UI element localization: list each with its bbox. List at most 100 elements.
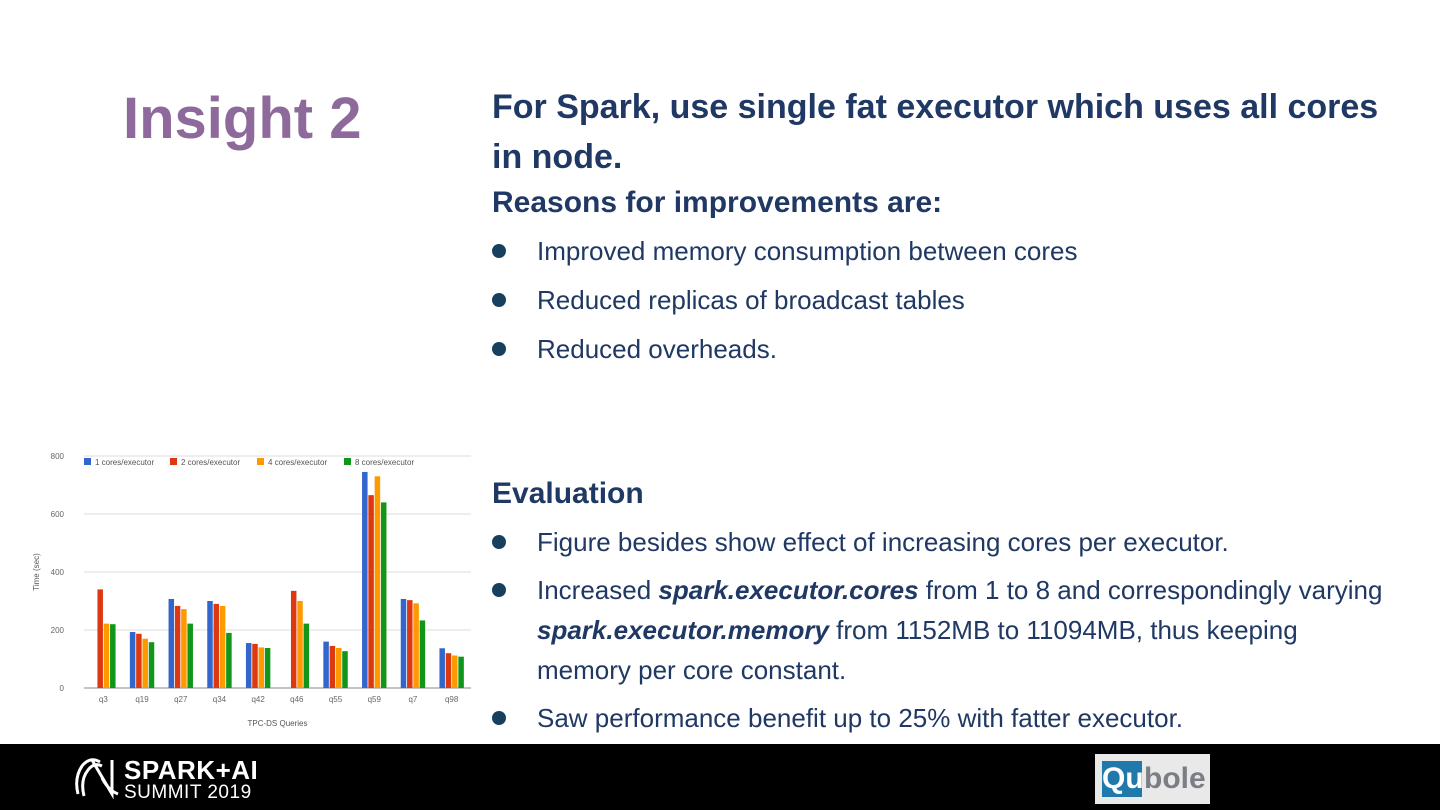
bar (136, 633, 142, 688)
bar (413, 603, 419, 688)
bar (148, 642, 155, 688)
evaluation-text: Saw performance benefit up to 25% with f… (537, 703, 1184, 733)
bar (362, 471, 368, 688)
reason-text: Improved memory consumption between core… (537, 236, 1078, 266)
bar (226, 632, 232, 688)
spark-ai-summit-logo: SPARK+AI SUMMIT 2019 (72, 754, 272, 803)
reasons-heading: Reasons for improvements are: (492, 186, 943, 219)
bar (407, 600, 413, 688)
bar (129, 632, 136, 688)
bar (290, 590, 297, 688)
y-tick-label: 800 (51, 452, 65, 461)
x-tick-label: q55 (329, 695, 343, 704)
legend-swatch (344, 458, 351, 465)
bar (303, 623, 310, 688)
y-axis-label: Time (sec) (32, 553, 41, 591)
config-cores-name: spark.executor.cores (658, 575, 919, 605)
legend-label: 8 cores/executor (355, 458, 414, 467)
legend-swatch (257, 458, 264, 465)
event-year: SUMMIT 2019 (124, 782, 252, 803)
bullet-dot-icon (492, 711, 506, 725)
legend-label: 2 cores/executor (181, 458, 240, 467)
bar (97, 589, 103, 688)
evaluation-item: Saw performance benefit up to 25% with f… (492, 698, 1392, 738)
evaluation-item: Figure besides show effect of increasing… (492, 522, 1392, 562)
bar (297, 601, 303, 688)
bullet-dot-icon (492, 342, 506, 356)
x-tick-label: q42 (251, 695, 265, 704)
qubole-logo: Qu bole (1095, 754, 1210, 804)
evaluation-text: Figure besides show effect of increasing… (537, 527, 1229, 557)
bullet-dot-icon (492, 244, 506, 258)
legend-swatch (170, 458, 177, 465)
bar (245, 643, 252, 688)
y-tick-label: 0 (60, 684, 65, 693)
bar (219, 605, 226, 688)
x-tick-label: q3 (99, 695, 108, 704)
legend-label: 4 cores/executor (268, 458, 327, 467)
qubole-logo-qu: Qu (1102, 761, 1144, 797)
x-tick-label: q19 (135, 695, 149, 704)
x-tick-label: q46 (290, 695, 304, 704)
reason-item: Reduced overheads. (492, 333, 1392, 365)
bar (400, 598, 407, 688)
bullet-dot-icon (492, 583, 506, 597)
headline: For Spark, use single fat executor which… (492, 88, 1379, 176)
bar (445, 653, 452, 688)
cores-per-executor-chart: 0 200 400 600 800 Time (sec) q3 q19 q27 q34 q42 q46… (28, 446, 478, 736)
evaluation-text-part: Increased (537, 575, 659, 605)
config-memory-name: spark.executor.memory (537, 615, 829, 645)
legend-label: 1 cores/executor (95, 458, 154, 467)
bar (329, 645, 336, 688)
bar (439, 648, 445, 688)
bullet-dot-icon (492, 535, 506, 549)
x-tick-label: q34 (213, 695, 227, 704)
reason-text: Reduced overheads. (537, 334, 777, 364)
x-tick-label: q27 (174, 695, 188, 704)
x-tick-label: q98 (445, 695, 459, 704)
bar (264, 647, 271, 688)
bar (419, 620, 426, 688)
bar (252, 643, 258, 688)
reasons-list: Improved memory consumption between core… (492, 235, 1392, 382)
reason-item: Improved memory consumption between core… (492, 235, 1392, 267)
legend-swatch (84, 458, 91, 465)
evaluation-item: Increased spark.executor.cores from 1 to… (492, 570, 1392, 690)
bar (181, 609, 187, 688)
reason-text: Reduced replicas of broadcast tables (537, 285, 965, 315)
bar (258, 647, 265, 688)
y-tick-label: 600 (51, 510, 65, 519)
y-tick-label: 400 (51, 568, 65, 577)
evaluation-text-part: from 1 to 8 and correspondingly varying (918, 575, 1383, 605)
reason-item: Reduced replicas of broadcast tables (492, 284, 1392, 316)
bar (103, 623, 110, 688)
bar (452, 655, 458, 688)
bar (213, 603, 220, 688)
bar (323, 641, 329, 688)
evaluation-heading: Evaluation (492, 477, 644, 510)
bar (174, 605, 181, 688)
x-axis-label: TPC-DS Queries (247, 719, 307, 728)
bar (335, 647, 342, 688)
spark-ai-mark-icon (75, 758, 119, 800)
bar (168, 598, 175, 688)
evaluation-text-part: from 1152MB to 11094MB, thus keeping mem… (537, 615, 1298, 685)
qubole-logo-rest: bole (1144, 762, 1206, 795)
bar (342, 651, 348, 688)
bar (380, 502, 387, 688)
bar (142, 638, 148, 688)
bar (187, 623, 193, 688)
footer-bar: SPARK+AI SUMMIT 2019 Qu bole (0, 744, 1440, 810)
bar (368, 495, 374, 688)
bar (458, 656, 464, 688)
slide-title: Insight 2 (123, 86, 362, 151)
event-name: SPARK+AI (124, 755, 259, 785)
bar (110, 624, 116, 688)
evaluation-list: Figure besides show effect of increasing… (492, 522, 1392, 746)
bullet-dot-icon (492, 293, 506, 307)
y-tick-label: 200 (51, 626, 65, 635)
bar (207, 601, 213, 688)
bar-chart-svg: 0 200 400 600 800 Time (sec) q3 q19 q27 q34 q42 q46… (32, 452, 471, 728)
x-tick-label: q7 (408, 695, 417, 704)
x-tick-label: q59 (368, 695, 382, 704)
